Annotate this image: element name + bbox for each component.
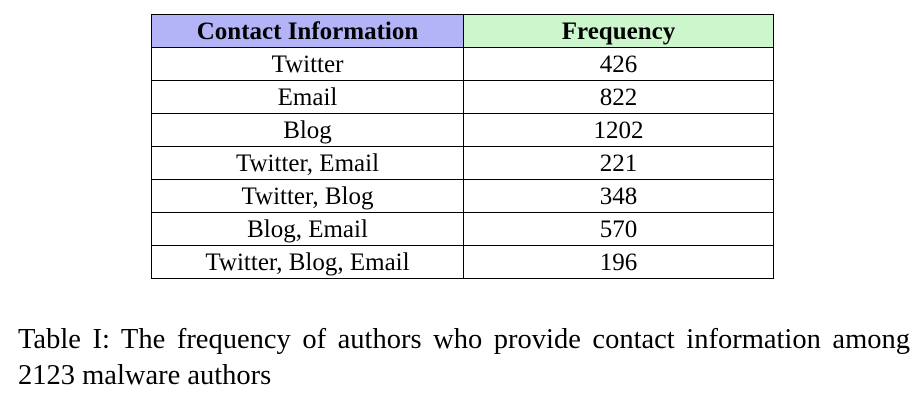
table-row: Twitter, Blog 348 [151,179,774,213]
cell-contact: Blog, Email [151,212,464,246]
cell-contact: Email [151,80,464,114]
cell-contact: Blog [151,113,464,147]
cell-contact: Twitter, Blog [151,179,464,213]
cell-frequency: 221 [463,146,774,180]
header-contact-information: Contact Information [151,14,464,48]
cell-contact: Twitter, Email [151,146,464,180]
cell-frequency: 570 [463,212,774,246]
cell-frequency: 196 [463,245,774,279]
table-row: Twitter 426 [151,47,774,81]
cell-frequency: 1202 [463,113,774,147]
table-row: Twitter, Blog, Email 196 [151,245,774,279]
table-caption: Table I: The frequency of authors who pr… [18,324,910,391]
cell-frequency: 426 [463,47,774,81]
cell-frequency: 348 [463,179,774,213]
header-frequency: Frequency [463,14,774,48]
table-row: Blog, Email 570 [151,212,774,246]
contact-frequency-table: Contact Information Frequency Twitter 42… [151,14,774,279]
table-row: Blog 1202 [151,113,774,147]
cell-contact: Twitter, Blog, Email [151,245,464,279]
table-row: Twitter, Email 221 [151,146,774,180]
cell-contact: Twitter [151,47,464,81]
table-container: Contact Information Frequency Twitter 42… [151,14,774,279]
table-header-row: Contact Information Frequency [151,14,774,48]
table-row: Email 822 [151,80,774,114]
cell-frequency: 822 [463,80,774,114]
